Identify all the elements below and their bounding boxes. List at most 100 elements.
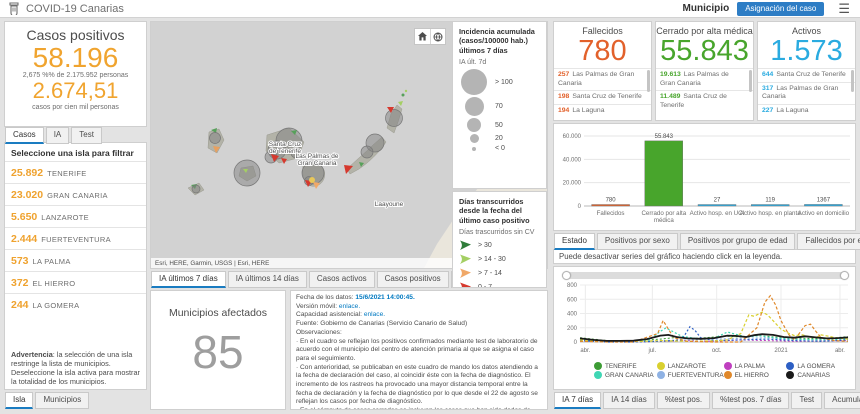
- svg-text:2021: 2021: [774, 348, 788, 354]
- legend-hint-text: Puede desactivar series del gráfico haci…: [559, 252, 783, 261]
- positive-cases-card: Casos positivos 58.196 2,675 %% de 2.175…: [4, 21, 147, 127]
- svg-text:55.843: 55.843: [655, 134, 674, 140]
- island-row-fuerteventura[interactable]: 2.444 FUERTEVENTURA: [5, 227, 146, 249]
- svg-text:Activo hosp. en UCI: Activo hosp. en UCI: [690, 210, 745, 217]
- island-lanzarote[interactable]: [385, 89, 408, 134]
- bar-cerrado-por-alta-médica[interactable]: [644, 140, 684, 207]
- bar-activo-hosp-en-planta[interactable]: [750, 204, 790, 207]
- info-link[interactable]: enlace.: [338, 302, 361, 310]
- stat-card-cerrado-por-alta-médica: Cerrado por alta médica 55.843 19.613 Las P…: [655, 21, 754, 121]
- status-bar-chart: 0 20.000 40.000 60.000 780 Fallecidos 55.843 Ce…: [563, 134, 850, 224]
- island-row-la-gomera[interactable]: 244 LA GOMERA: [5, 293, 146, 315]
- days-step: > 14 - 30: [453, 252, 546, 266]
- bar-activo-en-domicilio[interactable]: [804, 204, 843, 207]
- legend-item-el-hierro[interactable]: EL HIERRO: [723, 371, 787, 379]
- tab-ia[interactable]: IA: [45, 127, 70, 144]
- ts-tab-ia-7-días[interactable]: IA 7 días: [554, 392, 602, 409]
- slider-track[interactable]: [562, 272, 849, 279]
- svg-text:médica: médica: [654, 217, 675, 224]
- svg-text:0: 0: [578, 204, 582, 210]
- ts-tab-%test-pos-[interactable]: %test pos.: [656, 392, 711, 409]
- tab-municipios[interactable]: Municipios: [35, 392, 90, 409]
- map-label-las-palmas-line2: Gran Canaria: [297, 160, 336, 167]
- island-fuerteventura[interactable]: [344, 133, 387, 175]
- island-row-gran-canaria[interactable]: 23.020 GRAN CANARIA: [5, 183, 146, 205]
- map-tab-ia-últimos-7-días[interactable]: IA últimos 7 días: [151, 271, 226, 288]
- legend-item-lanzarote[interactable]: LANZAROTE: [656, 362, 724, 370]
- chart-tab-positivos-por-grupo-de-edad[interactable]: Positivos por grupo de edad: [679, 233, 796, 250]
- map-label-las-palmas-line1: Las Palmas de: [296, 153, 339, 160]
- chart-tab-fallecidos-por-edad-y-sexo[interactable]: Fallecidos por edad y sexo: [797, 233, 860, 250]
- scrollbar-thumb[interactable]: [851, 70, 854, 93]
- island-la-palma[interactable]: [207, 128, 225, 154]
- info-line: Fecha de los datos: 15/6/2021 14:00:45.: [296, 294, 415, 301]
- svg-text:Fallecidos: Fallecidos: [597, 210, 625, 217]
- time-range-slider[interactable]: [562, 271, 849, 280]
- map-basemap-icon[interactable]: [430, 29, 445, 44]
- island-el-hierro[interactable]: [187, 182, 205, 196]
- legend-item-tenerife[interactable]: TENERIFE: [594, 362, 657, 370]
- svg-text:780: 780: [606, 198, 617, 204]
- ts-tab-acumulado[interactable]: Acumulado: [824, 392, 860, 409]
- menu-icon[interactable]: ☰: [838, 1, 850, 16]
- chart-tab-estado[interactable]: Estado: [554, 233, 595, 250]
- legend-item-canarias[interactable]: CANARIAS: [786, 371, 849, 379]
- stat-card-row: 317 Las Palmas de Gran Canaria: [758, 81, 855, 104]
- slider-handle-right[interactable]: [840, 271, 849, 280]
- svg-text:1367: 1367: [817, 197, 831, 203]
- island-row-la-palma[interactable]: 573 LA PALMA: [5, 249, 146, 271]
- legend-item-gran-canaria[interactable]: GRAN CANARIA: [594, 371, 657, 379]
- island-filter-warning: Advertencia: la selección de una isla re…: [11, 349, 140, 386]
- chart-tab-positivos-por-sexo[interactable]: Positivos por sexo: [596, 233, 678, 250]
- info-link[interactable]: enlace.: [363, 311, 386, 319]
- island-row-el-hierro[interactable]: 372 EL HIERRO: [5, 271, 146, 293]
- island-la-gomera[interactable]: [233, 159, 261, 187]
- incidence-step: 70: [453, 96, 546, 117]
- tab-casos[interactable]: Casos: [5, 127, 44, 144]
- legend-label: GRAN CANARIA: [605, 371, 654, 379]
- legend-item-fuerteventura[interactable]: FUERTEVENTURA: [656, 371, 724, 379]
- stat-card-breakdown: 19.613 Las Palmas de Gran Canaria 11.489 Sa…: [656, 68, 753, 112]
- tab-test[interactable]: Test: [71, 127, 102, 144]
- ts-tab-%test-pos-7-días[interactable]: %test pos. 7 días: [712, 392, 790, 409]
- map-tab-ia-últimos-14-días[interactable]: IA últimos 14 días: [227, 271, 307, 288]
- island-name: LA PALMA: [32, 257, 71, 266]
- island-gran-canaria[interactable]: [301, 161, 325, 189]
- svg-text:abr.: abr.: [835, 348, 845, 354]
- ts-tab-ia-14-días[interactable]: IA 14 días: [603, 392, 655, 409]
- svg-text:400: 400: [567, 312, 578, 318]
- status-chart-tabs: Estado Positivos por sexo Positivos por gr…: [554, 233, 860, 250]
- tab-isla[interactable]: Isla: [5, 392, 34, 409]
- map-tab-casos-activos[interactable]: Casos activos: [308, 271, 375, 288]
- legend-item-la-gomera[interactable]: LA GOMERA: [786, 362, 849, 370]
- scrollbar-thumb[interactable]: [647, 70, 650, 93]
- island-filter-card: Seleccione una isla para filtrar 25.892 T…: [4, 142, 147, 390]
- legend-item-la-palma[interactable]: LA PALMA: [723, 362, 787, 370]
- affected-municipalities-value: 85: [192, 326, 244, 378]
- app-header: COVID-19 Canarias Municipio Asignación d…: [0, 0, 860, 18]
- legend-hint-bar: Puede desactivar series del gráfico haci…: [553, 249, 856, 264]
- stat-card-fallecidos: Fallecidos 780 257 Las Palmas de Gran Canar…: [553, 21, 652, 121]
- case-assignment-button[interactable]: Asignación del caso: [737, 1, 825, 16]
- bar-fallecidos[interactable]: [591, 204, 630, 207]
- stat-card-row: 257 Las Palmas de Gran Canaria: [554, 68, 651, 90]
- svg-text:0: 0: [574, 340, 578, 346]
- affected-municipalities-title: Municipios afectados: [168, 307, 268, 319]
- info-line: Capacidad asistencial: enlace.: [296, 311, 386, 319]
- island-name: LANZAROTE: [41, 213, 89, 222]
- map-home-icon[interactable]: [415, 29, 430, 44]
- legend-label: LA GOMERA: [797, 362, 835, 370]
- island-tenerife[interactable]: [264, 127, 305, 164]
- island-row-tenerife[interactable]: 25.892 TENERIFE: [5, 161, 146, 183]
- ts-tab-test[interactable]: Test: [791, 392, 823, 409]
- series-tenerife: [579, 335, 849, 342]
- scrollbar-thumb[interactable]: [749, 70, 752, 93]
- bar-activo-hosp-en-uci[interactable]: [697, 204, 737, 207]
- island-value: 2.444: [11, 233, 38, 245]
- island-name: EL HIERRO: [32, 279, 76, 288]
- island-row-lanzarote[interactable]: 5.650 LANZAROTE: [5, 205, 146, 227]
- map-tab-casos-positivos[interactable]: Casos positivos: [376, 271, 449, 288]
- positive-cases-rate: 2.674,51: [32, 78, 119, 104]
- slider-handle-left[interactable]: [562, 271, 571, 280]
- positive-cases-rate-label: casos por cien mil personas: [32, 103, 119, 111]
